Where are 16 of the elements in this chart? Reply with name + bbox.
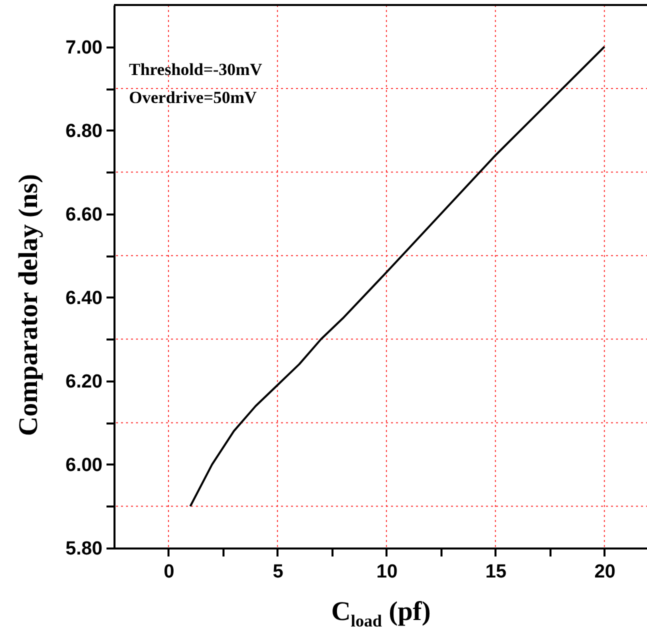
x-tick-label: 15 <box>485 562 507 582</box>
x-axis-title: C$_{load}$ (pf) <box>330 596 432 632</box>
y-tick-label: 6.60 <box>66 204 102 226</box>
annotation: Overdrive=50mV <box>129 88 258 107</box>
x-tick-label: 20 <box>594 562 616 582</box>
y-axis-title: Comparator delay (ns) <box>13 174 43 436</box>
annotation: Threshold=-30mV <box>129 60 263 79</box>
y-tick-label: 6.80 <box>66 120 102 142</box>
y-tick-label: 7.00 <box>66 37 102 58</box>
x-tick-label: 5 <box>272 562 284 582</box>
y-tick-label: 5.80 <box>66 538 102 560</box>
y-tick-label: 6.20 <box>66 371 102 392</box>
y-tick-label: 6.00 <box>66 454 102 476</box>
x-tick-label: 10 <box>376 562 398 582</box>
y-tick-label: 6.40 <box>66 288 102 309</box>
x-tick-label: 0 <box>164 562 174 582</box>
